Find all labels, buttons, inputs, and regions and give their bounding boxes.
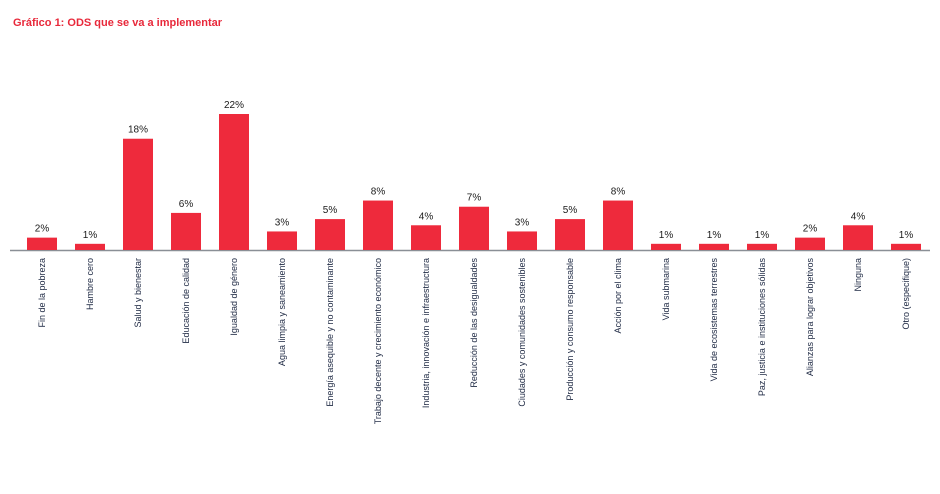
bar [171, 212, 201, 250]
data-label: 2% [35, 224, 50, 235]
data-label: 1% [83, 230, 98, 241]
bar [507, 231, 537, 250]
data-label: 6% [179, 199, 194, 210]
data-label: 5% [563, 205, 578, 216]
category-label: Industria, innovación e infraestructura [421, 258, 431, 408]
bar [123, 138, 153, 250]
category-label: Paz, justicia e instituciones sólidas [757, 258, 767, 397]
category-label: Alianzas para lograr objetivos [805, 258, 815, 377]
category-label: Ciudades y comunidades sostenibles [517, 258, 527, 407]
bar [795, 237, 825, 250]
bar [555, 219, 585, 250]
data-label: 8% [611, 187, 626, 198]
bar [315, 219, 345, 250]
bar [603, 200, 633, 250]
bar [27, 237, 57, 250]
bar [363, 200, 393, 250]
chart-title: Gráfico 1: ODS que se va a implementar [13, 17, 223, 29]
data-label: 22% [224, 100, 244, 111]
bar [75, 243, 105, 250]
data-label: 3% [275, 217, 290, 228]
bar [891, 243, 921, 250]
category-label: Agua limpia y saneamiento [277, 258, 287, 366]
data-label: 5% [323, 205, 338, 216]
category-label: Fin de la pobreza [37, 258, 47, 328]
bar [651, 243, 681, 250]
category-label: Vida de ecosistemas terrestres [709, 258, 719, 382]
bar [747, 243, 777, 250]
bar [459, 206, 489, 250]
bar [219, 114, 249, 250]
category-label: Igualdad de género [229, 258, 239, 336]
data-label: 1% [899, 230, 914, 241]
category-label: Otro (especifique) [901, 258, 911, 330]
data-label: 4% [419, 211, 434, 222]
category-label: Salud y bienestar [133, 258, 143, 328]
data-label: 8% [371, 187, 386, 198]
data-label: 4% [851, 211, 866, 222]
category-label: Producción y consumo responsable [565, 258, 575, 401]
data-label: 7% [467, 193, 482, 204]
category-label: Hambre cero [85, 258, 95, 310]
data-label: 3% [515, 217, 530, 228]
category-label: Trabajo decente y crecimiento económico [373, 258, 383, 424]
bar [267, 231, 297, 250]
category-label: Ninguna [853, 258, 863, 292]
data-label: 1% [755, 230, 770, 241]
data-label: 1% [659, 230, 674, 241]
category-label: Acción por el clima [613, 258, 623, 334]
bar [699, 243, 729, 250]
data-label: 2% [803, 224, 818, 235]
data-label: 1% [707, 230, 722, 241]
bar [411, 225, 441, 250]
bar [843, 225, 873, 250]
data-label: 18% [128, 125, 148, 136]
category-label: Vida submarina [661, 258, 671, 320]
category-label: Reducción de las desigualdades [469, 258, 479, 388]
category-label: Educación de calidad [181, 258, 191, 344]
category-label: Energía asequible y no contaminante [325, 258, 335, 407]
